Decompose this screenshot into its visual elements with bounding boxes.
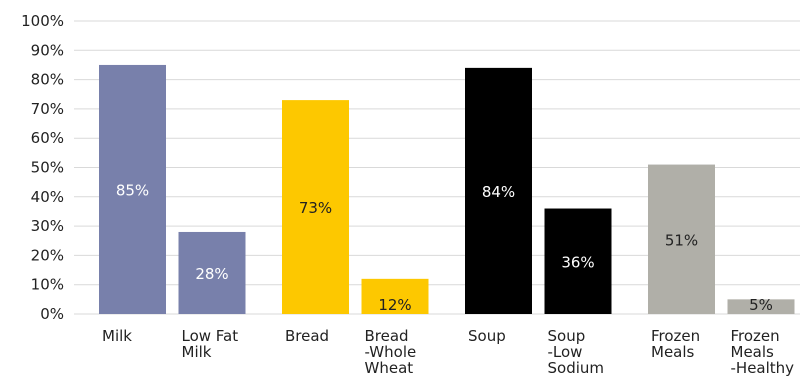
bar	[361, 278, 429, 314]
bar	[99, 64, 166, 314]
data-labels: 85% 28% 73% 12% 84% 36% 51% 5%	[116, 181, 773, 314]
category-label: Bread -Whole Wheat	[365, 327, 417, 377]
y-axis-ticks: 0% 10% 20% 30% 40% 50% 60% 70% 80% 90% 100%	[21, 12, 64, 323]
data-label: 36%	[561, 253, 594, 271]
category-label: Milk	[102, 327, 132, 345]
data-label: 12%	[378, 296, 411, 314]
data-label: 28%	[195, 265, 228, 283]
data-label: 5%	[749, 296, 773, 314]
x-axis-categories: Milk Low Fat Milk Bread Bread -Whole Wheat Soup…	[102, 327, 794, 377]
y-tick-label: 50%	[31, 159, 64, 177]
data-label: 73%	[299, 199, 332, 217]
bar	[178, 231, 246, 314]
category-label: Bread	[285, 327, 329, 345]
y-tick-label: 20%	[31, 246, 64, 264]
bar	[648, 164, 715, 314]
bar	[544, 208, 612, 314]
data-label: 51%	[665, 231, 698, 249]
category-label: Soup -Low Sodium	[548, 327, 605, 377]
y-tick-label: 10%	[31, 276, 64, 294]
y-tick-label: 90%	[31, 41, 64, 59]
bars	[99, 64, 795, 314]
category-label: Soup	[468, 327, 506, 345]
category-label: Frozen Meals -Healthy	[731, 327, 795, 377]
category-label: Frozen Meals	[651, 327, 700, 361]
y-tick-label: 100%	[21, 12, 64, 30]
y-tick-label: 70%	[31, 100, 64, 118]
y-tick-label: 80%	[31, 71, 64, 89]
y-tick-label: 40%	[31, 188, 64, 206]
bar	[282, 100, 349, 314]
y-tick-label: 60%	[31, 129, 64, 147]
bar	[465, 67, 532, 314]
y-tick-label: 0%	[40, 305, 64, 323]
data-label: 84%	[482, 183, 515, 201]
data-label: 85%	[116, 181, 149, 199]
bar	[727, 299, 795, 314]
y-tick-label: 30%	[31, 217, 64, 235]
category-label: Low Fat Milk	[182, 327, 239, 361]
